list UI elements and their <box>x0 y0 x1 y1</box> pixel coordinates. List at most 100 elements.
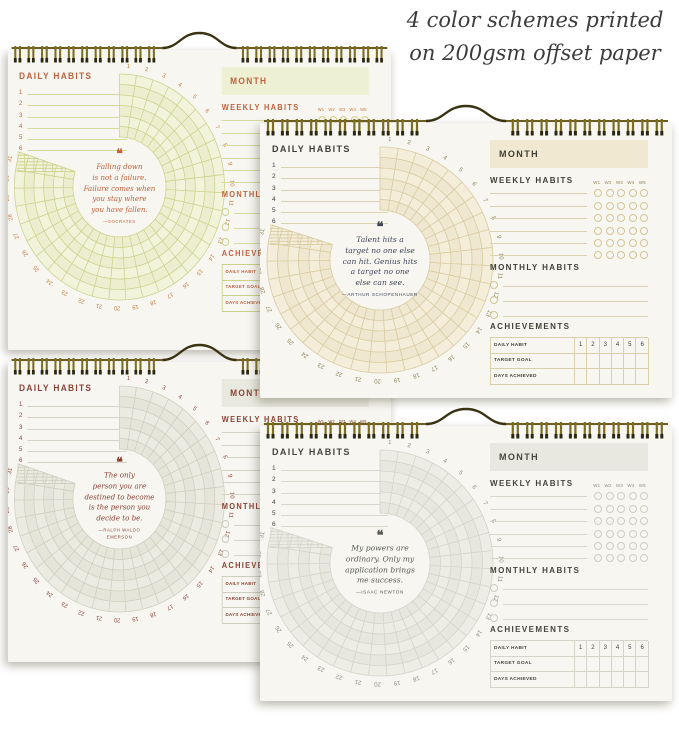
achievements-cell <box>587 353 600 369</box>
weekly-habit-row <box>490 222 648 235</box>
check-circle-icon <box>628 554 637 563</box>
daily-row-number: 2 <box>272 476 276 484</box>
quote-text: My powers are ordinary. Only my applicat… <box>345 543 415 585</box>
daily-row-number: 3 <box>272 487 276 495</box>
calendar-paper-bottom-right: DAILY HABITS 1 2 3 4 5 6 1 2 3 4 5 6 7 8 9 10 11 12 13 14 15 1… <box>260 426 672 701</box>
day-number-label: 26 <box>22 560 30 569</box>
achievements-cell: 2 <box>587 641 600 657</box>
check-circle-icon <box>490 311 498 319</box>
habit-write-line <box>281 167 388 169</box>
check-circle-icon <box>640 492 648 501</box>
day-number-label: 20 <box>374 680 381 686</box>
habit-write-line <box>490 521 588 523</box>
check-circle-icon <box>594 517 603 526</box>
check-circle-icon <box>594 201 603 210</box>
achievements-row-label: DAILY HABIT <box>491 641 575 657</box>
day-number-label: 1 <box>127 376 131 382</box>
daily-row-number: 5 <box>19 133 23 141</box>
achievements-cell <box>611 656 625 672</box>
day-number-label: 14 <box>473 628 482 637</box>
day-number-label: 19 <box>132 615 139 622</box>
habit-write-line <box>490 545 588 547</box>
week-column-label: W1 <box>593 483 601 488</box>
achievements-cell <box>587 656 600 672</box>
day-number-label: 24 <box>300 350 309 359</box>
week-column-label: W2 <box>604 180 612 185</box>
achievements-cell <box>624 656 637 672</box>
day-number-label: 28 <box>260 286 267 295</box>
radial-habit-chart: 1 234567891011121314151617181920212223242… <box>8 376 235 623</box>
day-number-label: 18 <box>411 674 420 682</box>
check-circle-icon <box>605 201 614 210</box>
weekly-habit-row <box>490 210 648 223</box>
achievements-cell: 1 <box>575 641 588 657</box>
achievements-cell: 5 <box>624 338 637 354</box>
radial-habit-chart: 1 234567891011121314151617181920212223242… <box>260 440 503 687</box>
check-circle-icon <box>490 296 498 304</box>
achievements-cell <box>599 672 612 688</box>
daily-habit-row: 1 <box>19 86 127 97</box>
daily-habit-row: 2 <box>272 170 388 181</box>
check-circle-icon <box>617 214 626 223</box>
day-number-label: 20 <box>374 377 381 383</box>
day-number-label: 24 <box>45 276 54 286</box>
check-circle-icon <box>605 214 614 223</box>
weekly-habits-header: WEEKLY HABITS W1 W2 W3 W4 W5 <box>222 414 369 424</box>
monthly-habits-section: MONTHLY HABITS <box>490 263 648 320</box>
day-number-label: 15 <box>195 579 203 588</box>
day-number-label: 2 <box>407 443 412 450</box>
day-number-label: 25 <box>286 639 295 648</box>
day-number-label: 13 <box>216 236 224 245</box>
day-number-label: 22 <box>78 296 86 304</box>
weekly-habit-row <box>490 197 648 210</box>
achievements-cell <box>587 369 600 385</box>
month-label: MONTH <box>230 388 268 398</box>
habit-write-line <box>281 211 388 213</box>
habit-write-line <box>281 223 388 225</box>
daily-row-number: 5 <box>272 206 276 214</box>
check-circle-icon <box>628 492 637 501</box>
day-number-label: 31 <box>8 467 14 475</box>
check-circle-icon <box>605 541 614 550</box>
day-number-label: 27 <box>265 607 273 616</box>
daily-habits-section: DAILY HABITS 1 2 3 4 5 6 <box>272 447 388 529</box>
day-number-label: 28 <box>8 525 15 533</box>
day-number-label: 22 <box>335 672 344 680</box>
habit-write-line <box>503 286 648 287</box>
daily-habit-row: 2 <box>272 473 388 484</box>
habit-write-line <box>281 503 388 505</box>
hanger-loop-icon <box>162 31 237 50</box>
habit-write-line <box>503 589 648 590</box>
day-number-label: 8 <box>221 455 227 460</box>
check-circle-icon <box>640 554 648 563</box>
hanger-loop-icon <box>162 343 237 362</box>
check-circle-icon <box>594 529 603 538</box>
daily-habits-heading: DAILY HABITS <box>19 71 93 81</box>
quote-mark-icon: ❝ <box>376 220 384 236</box>
daily-habit-row: 1 <box>272 462 388 473</box>
habit-write-line <box>503 316 648 317</box>
check-circle-icon <box>617 189 626 198</box>
hanger-loop-icon <box>425 407 507 426</box>
weekly-habits-heading: WEEKLY HABITS <box>221 415 300 424</box>
achievements-cell <box>599 369 612 385</box>
achievements-cell: 5 <box>624 641 637 657</box>
weekly-habits-section: WEEKLY HABITS W1 W2 W3 W4 W5 <box>490 478 648 563</box>
check-circle-icon <box>628 226 637 235</box>
habit-write-line <box>281 200 388 202</box>
weekly-habit-row <box>490 500 648 513</box>
day-number-label: 11 <box>227 511 233 518</box>
monthly-habit-row <box>490 290 648 305</box>
check-circle-icon <box>617 529 626 538</box>
check-circle-icon <box>617 201 626 210</box>
day-number-label: 3 <box>161 73 166 80</box>
week-column-label: W1 <box>593 180 601 185</box>
day-number-label: 18 <box>149 298 157 306</box>
week-check-circles <box>594 238 648 247</box>
daily-habit-row: 3 <box>272 181 388 192</box>
habit-write-line <box>281 470 388 472</box>
day-number-label: 16 <box>181 592 189 601</box>
day-number-label: 12 <box>223 530 230 538</box>
daily-habit-row: 1 <box>272 159 388 170</box>
achievements-cell <box>636 353 649 369</box>
